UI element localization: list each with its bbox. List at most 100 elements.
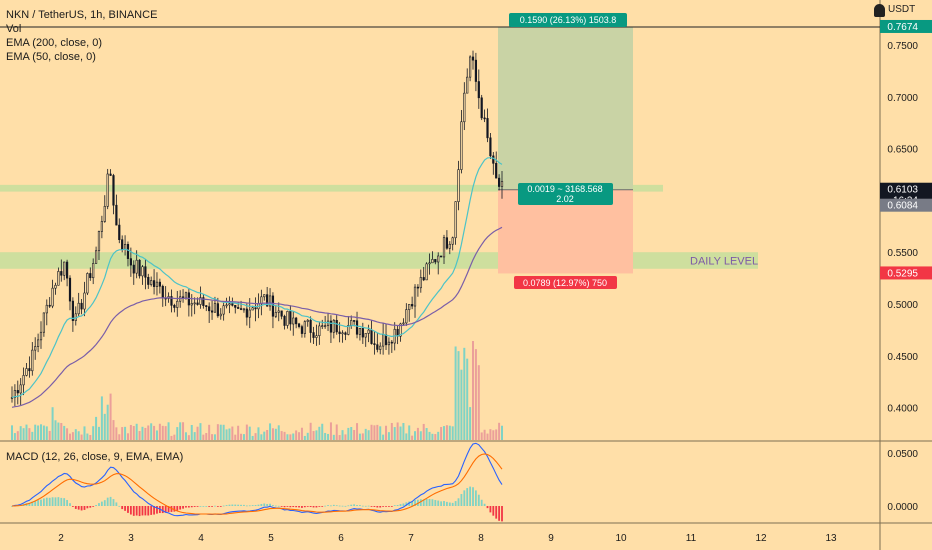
- volume-bar: [390, 422, 393, 440]
- volume-bar: [292, 433, 295, 440]
- macd-histogram-bar: [251, 505, 254, 506]
- candle-body: [234, 305, 237, 308]
- candle-body: [54, 284, 57, 289]
- candle-body: [202, 297, 205, 306]
- macd-histogram-bar: [327, 505, 329, 506]
- volume-bar: [190, 424, 193, 440]
- volume-bar: [300, 427, 303, 440]
- volume-bar: [309, 422, 312, 440]
- volume-bar: [202, 434, 205, 440]
- macd-histogram-bar: [408, 501, 411, 506]
- candle-body: [422, 277, 425, 281]
- macd-histogram-bar: [48, 497, 51, 506]
- macd-histogram-bar: [382, 506, 385, 507]
- macd-histogram-bar: [80, 506, 83, 511]
- macd-histogram-bar: [237, 504, 240, 506]
- candle-body: [57, 271, 60, 286]
- macd-histogram-bar: [393, 505, 396, 507]
- volume-bar: [492, 430, 495, 440]
- volume-bar: [495, 429, 498, 440]
- volume-bar: [422, 423, 425, 440]
- candle-body: [442, 237, 446, 258]
- volume-bar: [97, 426, 100, 440]
- macd-histogram-bar: [153, 506, 155, 515]
- candle-body: [379, 345, 382, 350]
- candle-body: [413, 286, 417, 307]
- macd-histogram-bar: [28, 502, 31, 506]
- volume-bar: [358, 433, 361, 440]
- volume-bar: [135, 423, 138, 440]
- entry-info-box: [518, 183, 613, 205]
- entry-info-line1: 0.0019 ~ 3168.568: [527, 184, 602, 194]
- volume-bar: [251, 435, 254, 440]
- volume-bar: [37, 425, 40, 440]
- volume-bar: [396, 422, 399, 440]
- candle-body: [312, 332, 315, 338]
- macd-histogram-bar: [179, 506, 182, 510]
- candle-body: [150, 280, 153, 285]
- macd-histogram-bar: [196, 506, 199, 507]
- stop-info-box: [514, 276, 617, 289]
- macd-histogram-bar: [54, 497, 57, 506]
- macd-histogram-bar: [370, 506, 373, 507]
- macd-histogram-bar: [225, 505, 228, 506]
- candle-body: [51, 287, 54, 307]
- candle-body: [321, 325, 324, 327]
- macd-histogram-bar: [298, 506, 300, 508]
- macd-histogram-bar: [373, 506, 376, 507]
- time-tick-label: 11: [686, 533, 697, 544]
- candle-body: [225, 304, 228, 307]
- volume-bar: [367, 430, 370, 440]
- macd-histogram-bar: [483, 503, 486, 506]
- volume-bar: [370, 424, 373, 440]
- macd-histogram-bar: [141, 506, 144, 516]
- candle-body: [367, 329, 370, 334]
- candle-body: [13, 390, 16, 398]
- signal-line: [11, 453, 503, 515]
- volume-bar: [486, 433, 489, 440]
- volume-bar: [437, 431, 440, 440]
- volume-bar: [361, 433, 364, 440]
- macd-histogram-bar: [277, 505, 280, 507]
- volume-bar: [474, 349, 477, 440]
- macd-histogram-bar: [167, 506, 170, 513]
- macd-histogram-bar: [283, 506, 286, 508]
- candle-body: [318, 325, 321, 336]
- volume-bar: [382, 434, 385, 440]
- volume-bar: [306, 432, 309, 440]
- macd-histogram-bar: [100, 501, 103, 506]
- macd-histogram-bar: [144, 506, 147, 516]
- candle-body: [454, 201, 457, 239]
- macd-histogram-bar: [77, 506, 80, 510]
- macd-tick-label: 0.0000: [887, 502, 918, 513]
- candle-body: [89, 273, 92, 279]
- volume-bar: [385, 425, 388, 440]
- candle-body: [254, 307, 257, 310]
- candle-body: [237, 307, 240, 309]
- volume-bar: [356, 423, 359, 440]
- candle-body: [332, 320, 335, 333]
- candle-body: [463, 92, 466, 123]
- time-tick-label: 7: [408, 533, 414, 544]
- candle-body: [286, 311, 289, 326]
- candle-body: [129, 258, 132, 266]
- volume-bar: [419, 431, 422, 440]
- macd-histogram-bar: [460, 494, 463, 506]
- volume-bar: [213, 434, 216, 440]
- volume-bar: [393, 427, 396, 440]
- volume-bar: [387, 432, 390, 440]
- macd-histogram-bar: [379, 506, 382, 508]
- macd-histogram-bar: [492, 506, 495, 516]
- profit-zone: [498, 26, 633, 190]
- macd-histogram-bar: [364, 505, 367, 507]
- macd-histogram-bar: [388, 506, 390, 507]
- candle-body: [132, 264, 135, 274]
- volume-bar: [280, 431, 283, 440]
- volume-bar: [341, 430, 344, 440]
- macd-histogram-bar: [443, 501, 445, 506]
- volume-bar: [335, 424, 338, 440]
- resistance-zone: [0, 184, 663, 192]
- volume-bar: [45, 426, 48, 440]
